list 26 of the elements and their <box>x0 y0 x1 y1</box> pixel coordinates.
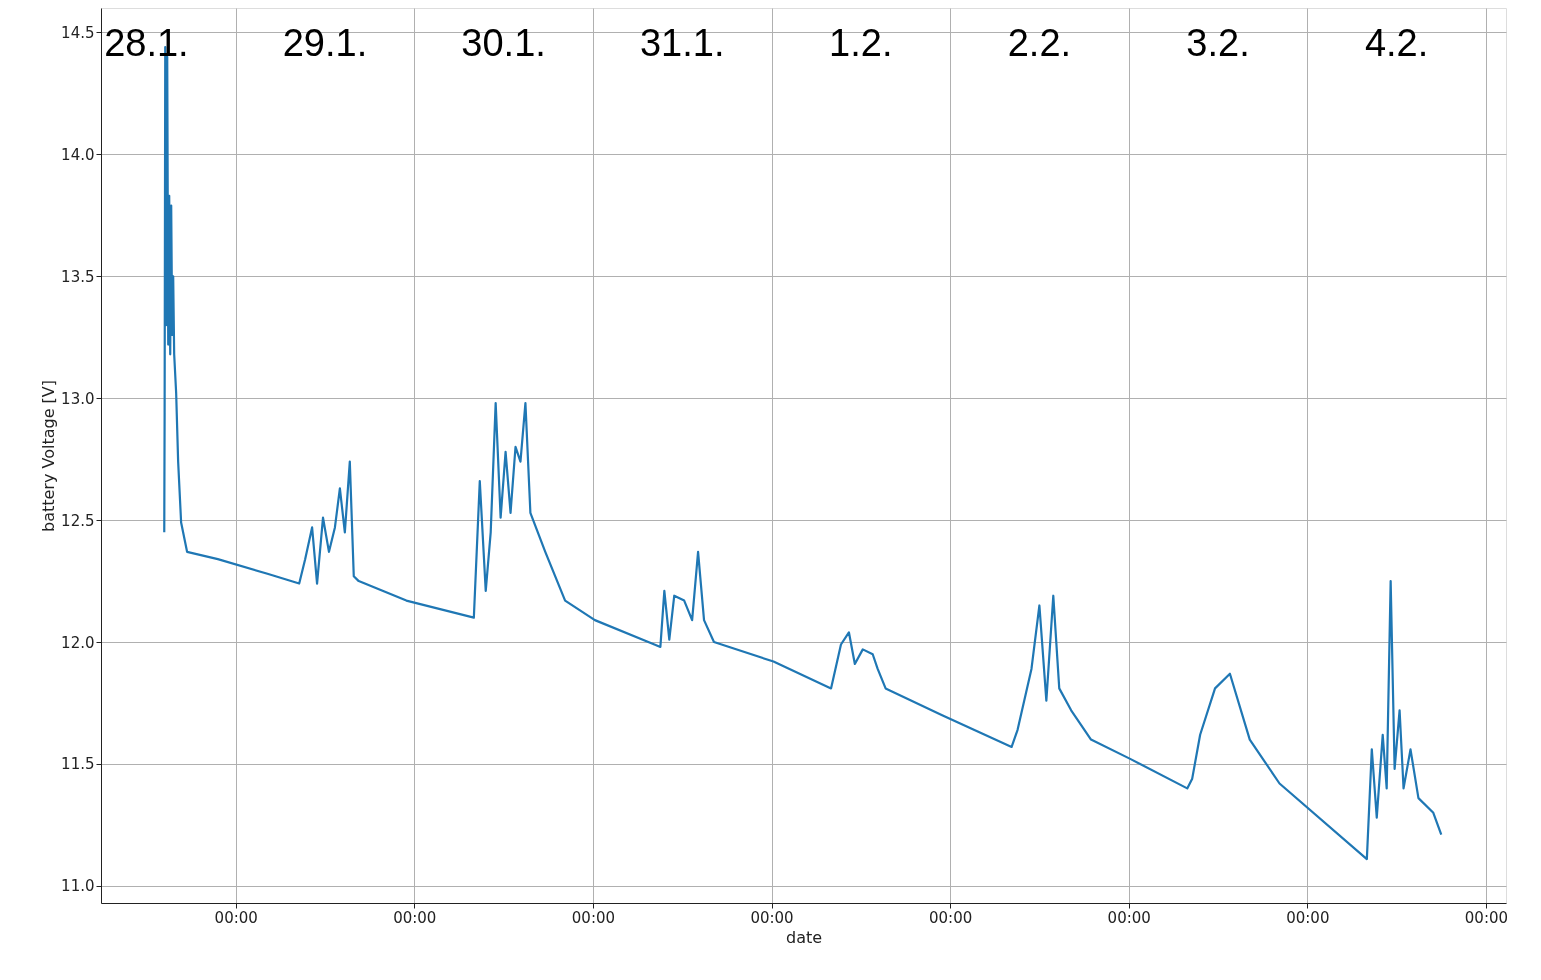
y-tick-label: 14.0 <box>61 145 95 164</box>
annotation: 4.2. <box>1364 22 1429 64</box>
annotation: 28.1. <box>104 22 189 64</box>
x-tick-label: 00:00 <box>1464 908 1509 927</box>
annotation: 1.2. <box>829 22 893 64</box>
x-tick-label: 00:00 <box>1286 908 1330 927</box>
x-tick-label: 00:00 <box>571 908 616 927</box>
y-tick-label: 11.5 <box>61 755 95 774</box>
x-tick-label: 00:00 <box>928 908 973 927</box>
y-tick-label: 12.0 <box>61 633 95 652</box>
annotation: 29.1. <box>282 22 368 64</box>
y-tick-label: 12.5 <box>61 511 95 530</box>
x-tick-label: 00:00 <box>393 908 437 927</box>
x-tick-label: 00:00 <box>1107 908 1151 927</box>
annotation: 2.2. <box>1007 22 1072 64</box>
x-axis-title: date <box>785 927 823 947</box>
y-tick-label: 11.0 <box>61 877 95 896</box>
y-tick-label: 14.5 <box>61 23 95 42</box>
x-tick-label: 00:00 <box>214 908 258 927</box>
annotation: 30.1. <box>461 22 546 64</box>
x-tick-label: 00:00 <box>750 908 794 927</box>
y-tick-label: 13.5 <box>61 267 95 286</box>
y-tick-label: 13.0 <box>61 389 95 408</box>
annotation: 3.2. <box>1186 22 1250 64</box>
y-axis-title: battery Voltage [V] <box>39 379 59 533</box>
annotation: 31.1. <box>639 22 725 64</box>
